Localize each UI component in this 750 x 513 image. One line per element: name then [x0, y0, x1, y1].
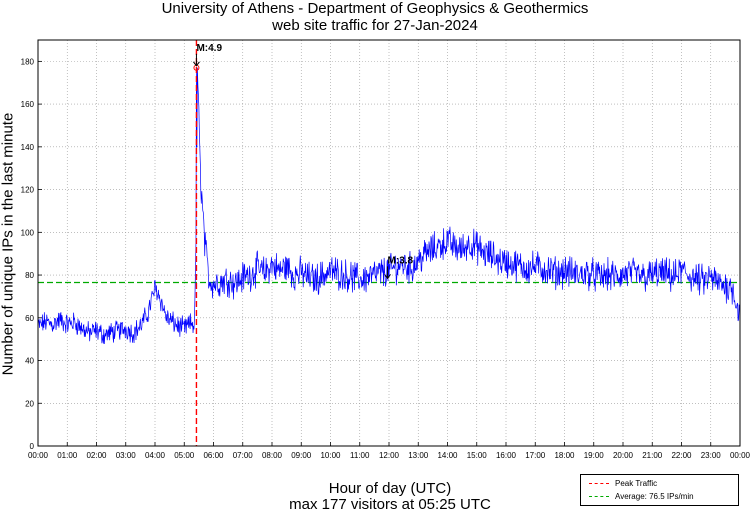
y-tick-label: 120 — [21, 186, 35, 195]
legend-label-average: Average: 76.5 IPs/min — [615, 492, 694, 501]
x-tick-label: 20:00 — [613, 451, 634, 460]
peak-summary: max 177 visitors at 05:25 UTC — [289, 496, 491, 513]
y-tick-label: 140 — [21, 143, 35, 152]
y-tick-label: 100 — [21, 228, 35, 237]
x-tick-label: 00:00 — [28, 451, 49, 460]
x-tick-label: 14:00 — [437, 451, 458, 460]
legend-swatch-peak — [589, 483, 609, 485]
legend-label-peak: Peak Traffic — [615, 479, 658, 488]
annotation-label: M:3.8 — [388, 255, 414, 266]
annotation-arrowhead — [384, 274, 391, 280]
traffic-line — [37, 67, 741, 345]
x-tick-label: 03:00 — [116, 451, 137, 460]
x-tick-label: 23:00 — [701, 451, 722, 460]
x-tick-label: 15:00 — [467, 451, 488, 460]
chart-subtitle: web site traffic for 27-Jan-2024 — [272, 17, 478, 34]
x-tick-label: 12:00 — [379, 451, 400, 460]
x-tick-label: 09:00 — [291, 451, 312, 460]
y-tick-label: 160 — [21, 100, 35, 109]
y-tick-label: 80 — [25, 271, 34, 280]
x-tick-label: 10:00 — [320, 451, 341, 460]
series-layer — [37, 40, 741, 446]
x-axis-label: Hour of day (UTC) — [328, 480, 452, 497]
x-tick-label: 11:00 — [350, 451, 370, 460]
y-tick-label: 180 — [21, 57, 35, 66]
x-tick-label: 04:00 — [145, 451, 166, 460]
x-tick-label: 13:00 — [408, 451, 429, 460]
x-tick-label: 22:00 — [671, 451, 692, 460]
x-tick-label: 06:00 — [203, 451, 224, 460]
legend-entry-peak: Peak Traffic — [589, 478, 657, 489]
x-tick-label: 08:00 — [262, 451, 283, 460]
x-tick-label: 21:00 — [642, 451, 663, 460]
y-tick-label: 60 — [25, 314, 34, 323]
x-tick-label: 00:00 — [730, 451, 750, 460]
y-tick-label: 0 — [30, 442, 35, 451]
chart-title: University of Athens - Department of Geo… — [161, 0, 589, 17]
x-tick-label: 16:00 — [496, 451, 517, 460]
axis-ticks: 0 20 40 60 80 100 120 140 160 180 00:00 01:00 02:00 0… — [21, 57, 750, 460]
legend-swatch-average — [589, 496, 609, 498]
y-axis-label: Number of unique IPs in the last minute — [0, 112, 17, 376]
x-tick-label: 18:00 — [554, 451, 575, 460]
y-tick-label: 40 — [25, 357, 34, 366]
x-tick-label: 17:00 — [525, 451, 546, 460]
x-tick-label: 05:00 — [174, 451, 195, 460]
annotation-label: M:4.9 — [196, 43, 222, 54]
grid — [38, 40, 740, 446]
x-tick-label: 19:00 — [584, 451, 605, 460]
x-tick-label: 07:00 — [233, 451, 254, 460]
plot-frame — [37, 39, 741, 447]
annotation-arrowhead — [193, 61, 200, 67]
annotations: M:4.9 M:3.8 — [193, 43, 414, 280]
legend-entry-average: Average: 76.5 IPs/min — [589, 491, 694, 502]
y-tick-label: 20 — [25, 399, 34, 408]
x-tick-label: 02:00 — [86, 451, 107, 460]
x-tick-label: 01:00 — [57, 451, 78, 460]
legend: Peak Traffic Average: 76.5 IPs/min — [580, 474, 739, 506]
